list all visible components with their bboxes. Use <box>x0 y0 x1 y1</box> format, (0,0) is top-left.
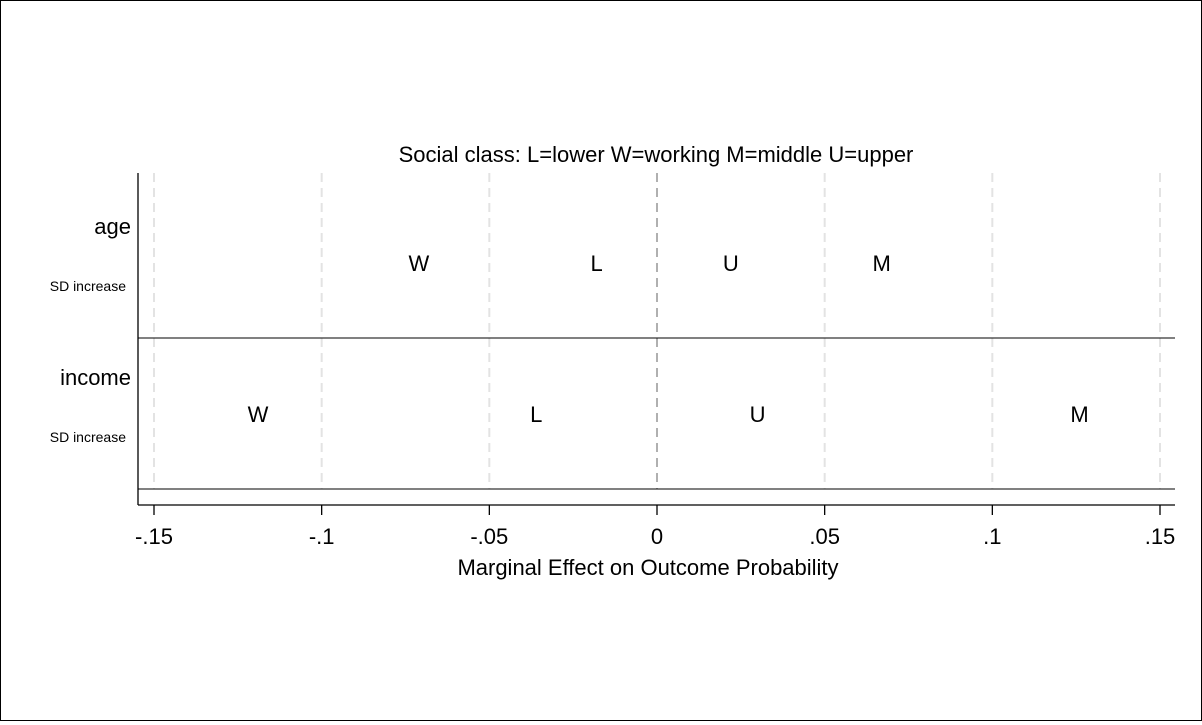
marker-age-M: M <box>873 251 891 276</box>
marker-age-U: U <box>723 251 739 276</box>
variable-sublabel: SD increase <box>50 429 126 445</box>
variable-label: income <box>60 365 131 390</box>
chart-title: Social class: L=lower W=working M=middle… <box>399 142 914 167</box>
x-tick-label: 0 <box>651 524 663 549</box>
gridlines <box>153 173 1161 489</box>
marker-income-W: W <box>248 402 269 427</box>
x-axis-label: Marginal Effect on Outcome Probability <box>457 555 838 580</box>
x-tick-label: -.05 <box>470 524 508 549</box>
variable-sublabel: SD increase <box>50 278 126 294</box>
variable-label: age <box>94 214 131 239</box>
x-tick-label: .1 <box>983 524 1001 549</box>
x-ticks: -.15 -.1 -.05 0 .05 .1 .15 <box>135 505 1175 549</box>
x-tick-label: -.1 <box>309 524 335 549</box>
marker-age-L: L <box>591 251 603 276</box>
marker-age-W: W <box>409 251 430 276</box>
x-tick-label: .15 <box>1145 524 1176 549</box>
variable-rows: age SD increase income SD increase <box>50 214 131 445</box>
row-dividers <box>138 337 1175 490</box>
x-tick-label: -.15 <box>135 524 173 549</box>
marker-points: W L U M W L U M <box>248 251 1089 427</box>
marker-income-L: L <box>530 402 542 427</box>
marker-income-M: M <box>1070 402 1088 427</box>
x-tick-label: .05 <box>809 524 840 549</box>
marker-income-U: U <box>750 402 766 427</box>
